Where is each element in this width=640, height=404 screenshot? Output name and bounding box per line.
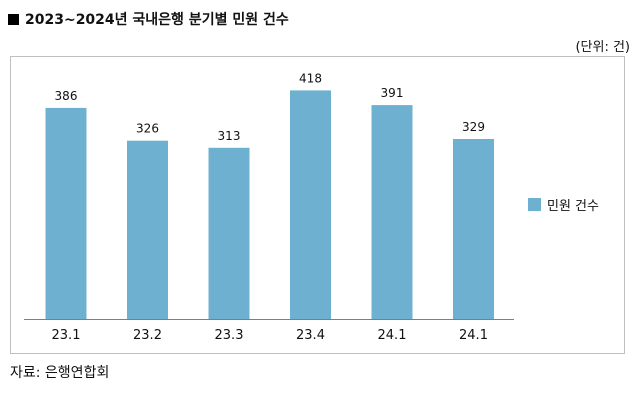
bar-0	[45, 107, 87, 320]
data-label-2: 313	[218, 129, 241, 143]
x-tick-label-1: 23.2	[133, 328, 162, 343]
bar-3	[290, 90, 331, 320]
bar-4	[371, 105, 413, 319]
chart-title: 2023~2024년 국내은행 분기별 민원 건수	[8, 9, 289, 29]
square-bullet-icon	[8, 13, 19, 25]
x-tick-label-0: 23.1	[52, 328, 81, 343]
unit-label: (단위: 건)	[575, 40, 630, 55]
data-label-3: 418	[299, 71, 322, 85]
data-label-5: 329	[462, 120, 485, 134]
bar-2	[208, 147, 250, 319]
data-label-0: 386	[55, 89, 78, 103]
bar-1	[127, 140, 168, 319]
bar-5	[453, 139, 494, 319]
data-label-1: 326	[136, 122, 159, 136]
legend-label: 민원 건수	[547, 199, 599, 214]
legend: 민원 건수	[528, 195, 599, 214]
source-note: 자료: 은행연합회	[10, 365, 110, 381]
chart-frame	[10, 56, 625, 354]
x-tick-label-3: 23.4	[296, 328, 325, 343]
data-label-4: 391	[381, 86, 404, 100]
x-tick-label-4: 24.1	[378, 328, 407, 343]
x-tick-label-5: 24.1	[459, 328, 488, 343]
x-tick-label-2: 23.3	[215, 328, 244, 343]
chart-title-text: 2023~2024년 국내은행 분기별 민원 건수	[25, 12, 289, 28]
legend-swatch	[528, 198, 541, 211]
